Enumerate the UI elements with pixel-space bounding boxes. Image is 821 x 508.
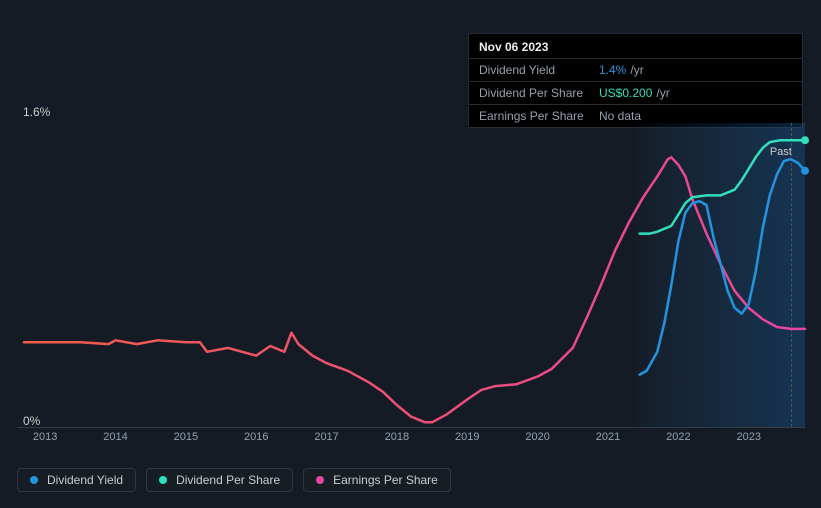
series-endpoint-marker	[801, 167, 809, 175]
legend-item[interactable]: Earnings Per Share	[303, 468, 451, 492]
series-line	[640, 140, 805, 233]
chart-lines	[17, 123, 805, 428]
chart-legend: Dividend Yield Dividend Per Share Earnings…	[17, 468, 451, 492]
tooltip-row-value: US$0.200	[599, 86, 652, 100]
chart-area[interactable]: 1.6% Past 0% 201320142015201620172018201…	[17, 108, 805, 428]
legend-label: Dividend Yield	[47, 473, 123, 487]
x-axis-ticks: 2013 2014 2015 2016 2017 2018 2019 2020 2021 2022…	[17, 431, 805, 451]
x-tick: 2022	[666, 431, 690, 443]
tooltip-date: Nov 06 2023	[469, 34, 802, 59]
y-axis-min-label: 0%	[23, 414, 40, 428]
tooltip-row-label: Dividend Yield	[479, 63, 599, 77]
y-axis-max-label: 1.6%	[23, 105, 50, 119]
x-tick: 2023	[736, 431, 760, 443]
legend-dot-icon	[30, 476, 38, 484]
x-tick: 2020	[525, 431, 549, 443]
legend-label: Dividend Per Share	[176, 473, 280, 487]
x-tick: 2017	[314, 431, 338, 443]
legend-item[interactable]: Dividend Yield	[17, 468, 136, 492]
x-tick: 2015	[174, 431, 198, 443]
tooltip-row-label: Dividend Per Share	[479, 86, 599, 100]
legend-dot-icon	[316, 476, 324, 484]
series-line	[640, 159, 805, 374]
tooltip-row-value: 1.4%	[599, 63, 626, 77]
x-tick: 2014	[103, 431, 127, 443]
series-line	[24, 157, 805, 422]
series-endpoint-marker	[801, 136, 809, 144]
x-tick: 2016	[244, 431, 268, 443]
legend-dot-icon	[159, 476, 167, 484]
x-tick: 2019	[455, 431, 479, 443]
tooltip-row: Dividend Yield1.4% /yr	[469, 59, 802, 82]
legend-label: Earnings Per Share	[333, 473, 438, 487]
x-tick: 2021	[596, 431, 620, 443]
tooltip-row-unit: /yr	[630, 63, 643, 77]
tooltip-row-unit: /yr	[656, 86, 669, 100]
x-tick: 2013	[33, 431, 57, 443]
x-tick: 2018	[385, 431, 409, 443]
tooltip-row: Dividend Per ShareUS$0.200/yr	[469, 82, 802, 105]
legend-item[interactable]: Dividend Per Share	[146, 468, 293, 492]
plot-region: Past	[17, 123, 805, 428]
